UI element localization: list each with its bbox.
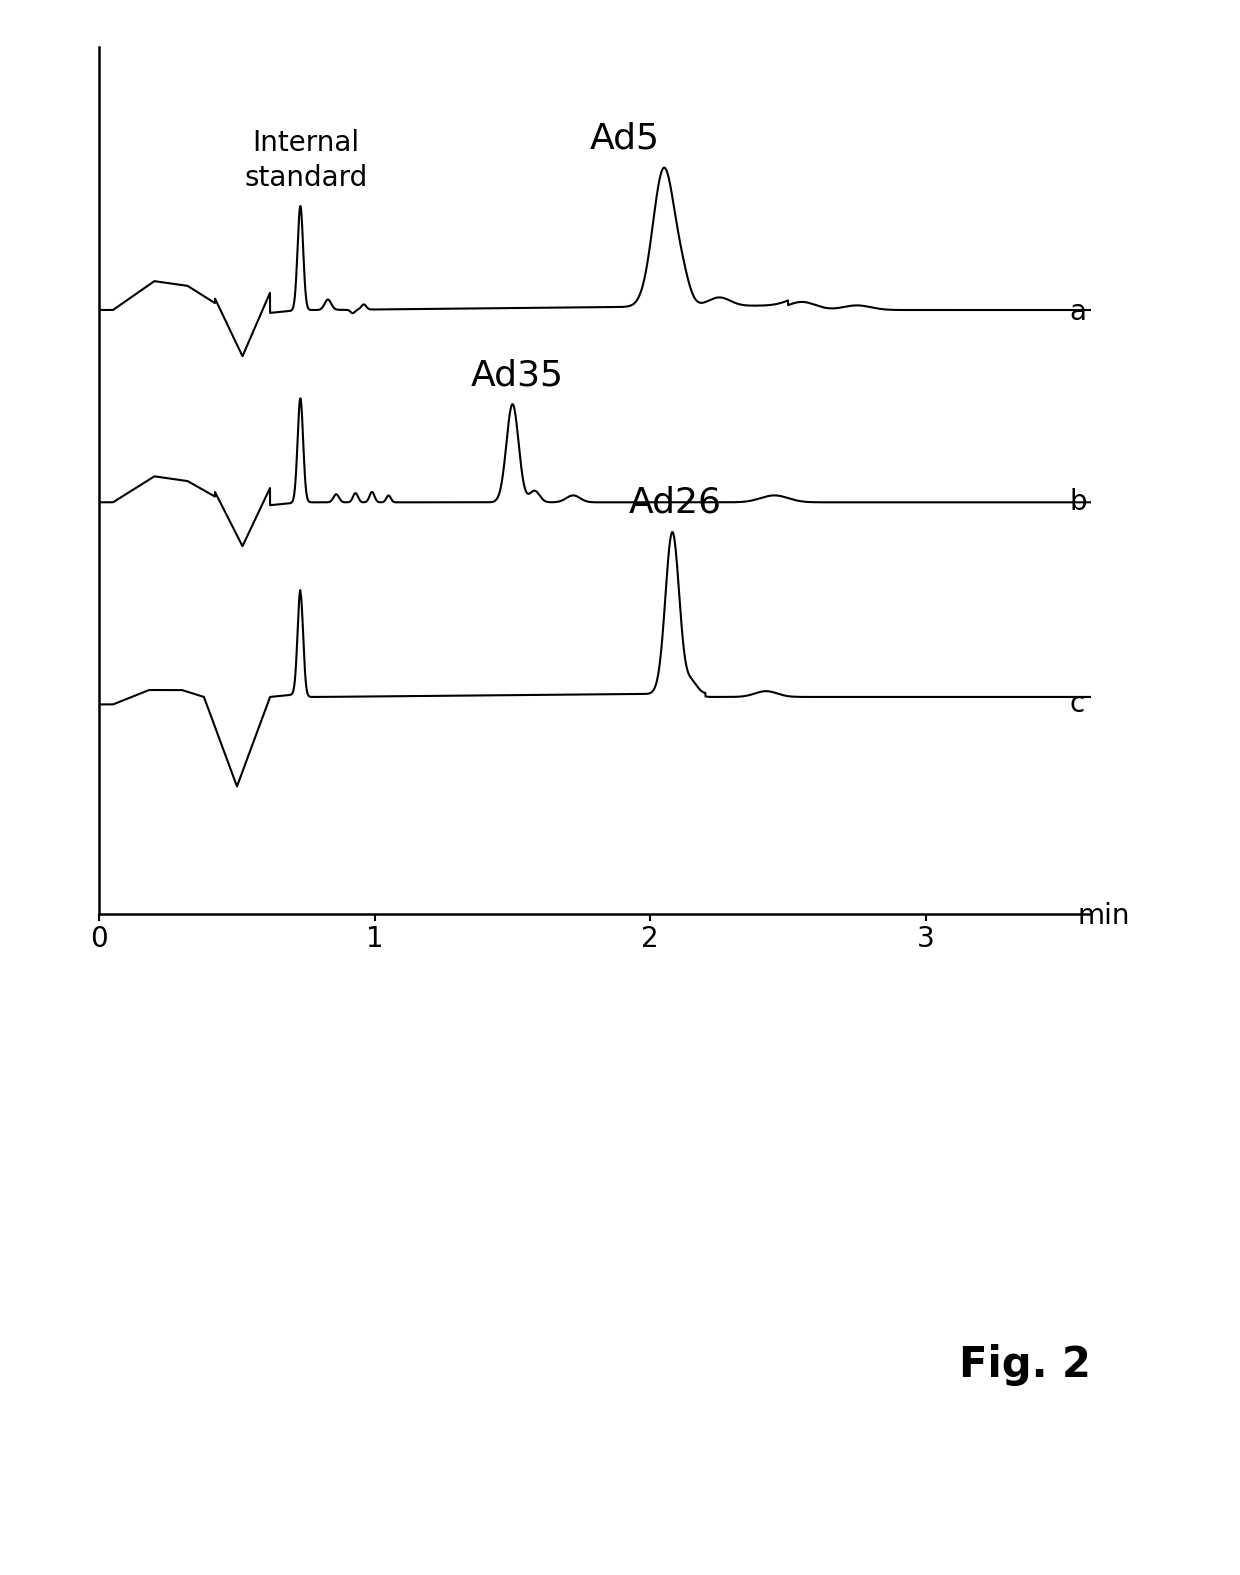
Text: Fig. 2: Fig. 2 <box>960 1343 1091 1386</box>
Text: min: min <box>1078 902 1130 929</box>
Text: Internal
standard: Internal standard <box>244 129 367 192</box>
Text: Ad35: Ad35 <box>471 358 564 392</box>
Text: c: c <box>1069 690 1085 718</box>
Text: a: a <box>1069 298 1086 326</box>
Text: Ad26: Ad26 <box>629 485 722 520</box>
Text: b: b <box>1069 488 1086 517</box>
Text: Ad5: Ad5 <box>590 121 660 156</box>
